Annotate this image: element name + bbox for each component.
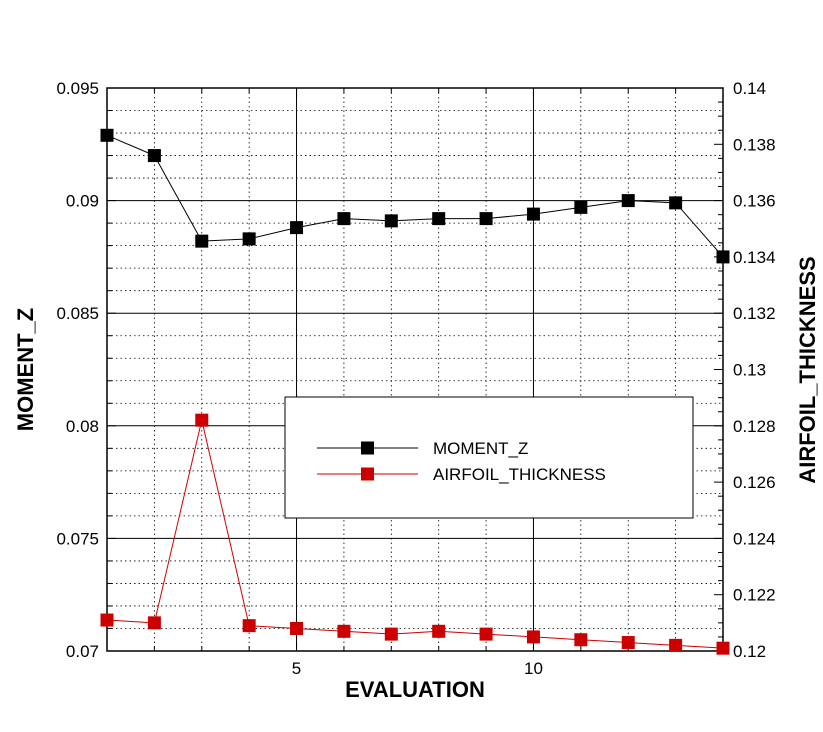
x-axis-title: EVALUATION — [345, 677, 485, 702]
y-left-tick-label: 0.09 — [66, 192, 99, 211]
y-right-tick-label: 0.132 — [733, 304, 776, 323]
x-tick-label: 10 — [524, 659, 543, 678]
data-point-airfoil-thickness — [669, 638, 683, 652]
axis-ticks: 5 10 0.07 0.075 0.08 0.085 0.09 0.095 0.12 0.122 0… — [56, 79, 775, 678]
data-point-moment-z — [337, 212, 351, 226]
data-point-airfoil-thickness — [337, 624, 351, 638]
y-right-tick-label: 0.124 — [733, 529, 776, 548]
legend-box — [284, 396, 694, 519]
data-point-airfoil-thickness — [384, 627, 398, 641]
y-axis-left-title: MOMENT_Z — [13, 308, 38, 431]
data-point-airfoil-thickness — [290, 621, 304, 635]
series-layer — [100, 128, 730, 655]
y-left-tick-label: 0.095 — [56, 79, 99, 98]
legend-label-airfoil-thickness: AIRFOIL_THICKNESS — [433, 465, 606, 484]
legend: MOMENT_Z AIRFOIL_THICKNESS — [284, 396, 694, 519]
x-tick-label: 5 — [292, 659, 301, 678]
y-right-tick-label: 0.126 — [733, 473, 776, 492]
data-point-moment-z — [621, 194, 635, 208]
data-point-moment-z — [574, 200, 588, 214]
plot-frame — [106, 87, 724, 652]
data-point-moment-z — [479, 212, 493, 226]
y-right-tick-label: 0.14 — [733, 79, 766, 98]
y-left-tick-label: 0.07 — [66, 642, 99, 661]
data-point-moment-z — [242, 232, 256, 246]
y-right-tick-label: 0.138 — [733, 135, 776, 154]
data-point-airfoil-thickness — [147, 616, 161, 630]
series-line-airfoil-thickness — [106, 420, 724, 649]
data-point-moment-z — [432, 212, 446, 226]
data-point-airfoil-thickness — [479, 627, 493, 641]
y-left-tick-label: 0.075 — [56, 529, 99, 548]
data-point-airfoil-thickness — [526, 630, 540, 644]
data-point-airfoil-thickness — [432, 624, 446, 638]
data-point-airfoil-thickness — [195, 413, 209, 427]
y-right-tick-label: 0.13 — [733, 361, 766, 380]
data-point-airfoil-thickness — [574, 633, 588, 647]
data-point-airfoil-thickness — [621, 636, 635, 650]
y-left-tick-label: 0.085 — [56, 304, 99, 323]
series-line-moment-z — [106, 134, 724, 258]
data-point-moment-z — [290, 221, 304, 235]
data-point-moment-z — [384, 214, 398, 228]
data-point-moment-z — [669, 196, 683, 210]
data-point-moment-z — [147, 149, 161, 163]
data-point-airfoil-thickness — [100, 613, 114, 627]
y-axis-right-title: AIRFOIL_THICKNESS — [795, 256, 820, 483]
y-left-tick-label: 0.08 — [66, 417, 99, 436]
data-point-moment-z — [526, 207, 540, 221]
grid-lines — [107, 88, 723, 651]
data-point-airfoil-thickness — [716, 641, 730, 655]
legend-marker-moment-z — [361, 441, 374, 455]
y-right-tick-label: 0.128 — [733, 417, 776, 436]
data-point-moment-z — [100, 128, 114, 142]
data-point-airfoil-thickness — [242, 619, 256, 633]
data-point-moment-z — [195, 234, 209, 248]
legend-label-moment-z: MOMENT_Z — [433, 439, 528, 458]
y-right-tick-label: 0.12 — [733, 642, 766, 661]
y-right-tick-label: 0.134 — [733, 248, 776, 267]
data-point-moment-z — [716, 250, 730, 264]
y-right-tick-label: 0.122 — [733, 586, 776, 605]
y-right-tick-label: 0.136 — [733, 192, 776, 211]
legend-marker-airfoil-thickness — [361, 467, 374, 481]
